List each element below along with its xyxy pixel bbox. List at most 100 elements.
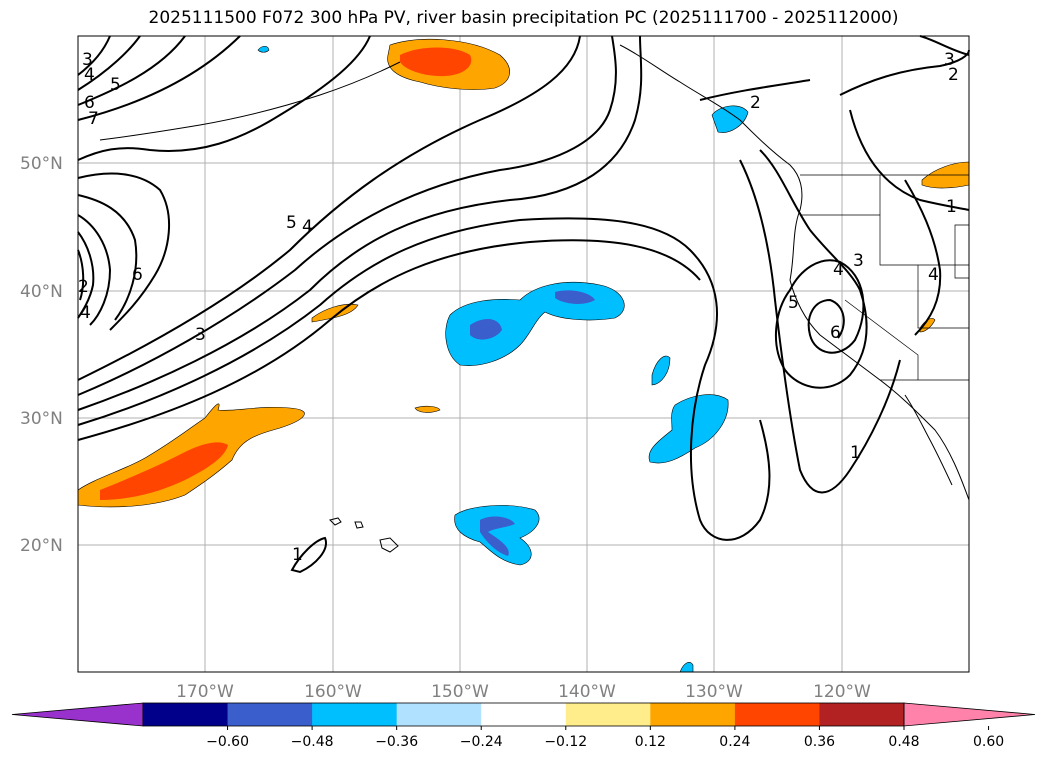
colorbar-segment <box>734 703 820 726</box>
positive-region-small-2 <box>414 405 441 413</box>
positive-region-small-1 <box>311 303 359 323</box>
lon-label: 160°W <box>304 682 362 702</box>
negative-region-south <box>454 505 540 566</box>
precip-negative-regions <box>257 45 749 673</box>
contour-label: 3 <box>944 50 955 70</box>
lon-label: 140°W <box>558 682 616 702</box>
contour-label: 4 <box>833 260 844 280</box>
contour-line <box>904 179 942 336</box>
contour-line <box>77 35 371 161</box>
contour-label: 2 <box>78 277 89 297</box>
colorbar <box>11 702 1036 727</box>
contour-line <box>77 194 138 321</box>
contour-line <box>290 536 327 574</box>
contour-line <box>77 35 643 411</box>
contour-label: 2 <box>948 65 959 85</box>
lat-label: 40°N <box>20 282 63 302</box>
colorbar-tick-label: −0.24 <box>460 734 503 750</box>
lon-label: 150°W <box>431 682 489 702</box>
colorbar-segment <box>565 703 651 726</box>
negative-region-south-core <box>480 516 515 556</box>
contour-line <box>77 249 85 301</box>
contour-label: 4 <box>84 65 95 85</box>
contour-line <box>77 35 617 396</box>
contour-label: 3 <box>853 251 864 271</box>
colorbar-segment <box>481 703 567 726</box>
contour-line <box>839 49 970 96</box>
contour-label: 1 <box>292 545 303 565</box>
contour-label: 7 <box>88 109 99 129</box>
map-background <box>78 36 969 672</box>
coastline-aleutians <box>99 61 401 141</box>
colorbar-segment <box>143 703 229 726</box>
colorbar-tick-label: 0.48 <box>888 734 919 750</box>
contour-label: 1 <box>850 443 861 463</box>
contour-line <box>77 217 771 541</box>
contour-line <box>77 172 171 331</box>
colorbar-tick-label: 0.12 <box>635 734 666 750</box>
contour-label: 1 <box>946 197 957 217</box>
colorbar-segment <box>227 703 313 726</box>
contour-label: 6 <box>132 265 143 285</box>
precip-positive-regions <box>77 38 970 508</box>
lat-label: 20°N <box>20 536 63 556</box>
lat-label: 30°N <box>20 409 63 429</box>
negative-region-center-core-2 <box>555 290 595 304</box>
contour-label: 3 <box>195 325 206 345</box>
contour-label: 5 <box>788 293 799 313</box>
colorbar-tick-label: 0.60 <box>973 734 1004 750</box>
colorbar-tick-label: 0.36 <box>804 734 835 750</box>
negative-region-tiny <box>679 662 694 673</box>
lon-label: 120°W <box>813 682 871 702</box>
contour-line <box>77 35 111 76</box>
contour-line <box>77 35 186 106</box>
map-title: 2025111500 F072 300 hPa PV, river basin … <box>148 8 899 28</box>
contour-label: 6 <box>84 93 95 113</box>
contour-label: 5 <box>286 213 297 233</box>
contour-line <box>919 35 970 56</box>
longitude-labels: 170°W 160°W 150°W 140°W 130°W 120°W <box>176 682 871 702</box>
colorbar-tick-label: −0.12 <box>544 734 587 750</box>
colorbar-outline <box>142 702 905 727</box>
positive-region-north-core <box>400 47 472 77</box>
contour-labels: 3 4 5 6 7 3 2 2 1 5 4 3 6 4 2 3 4 5 6 1 … <box>78 50 959 565</box>
colorbar-segment <box>396 703 482 726</box>
contour-line <box>739 159 901 494</box>
contour-label: 4 <box>80 303 91 323</box>
negative-region-east <box>648 394 729 464</box>
contour-line <box>77 231 95 319</box>
contour-line <box>77 35 581 381</box>
contour-label: 5 <box>110 75 121 95</box>
pv-contours <box>77 35 970 574</box>
lon-label: 130°W <box>685 682 743 702</box>
coastlines <box>99 44 970 553</box>
contour-line <box>77 239 701 441</box>
contour-line <box>77 35 141 91</box>
lon-label: 170°W <box>176 682 234 702</box>
negative-region-small-1 <box>651 355 671 386</box>
lat-label: 50°N <box>20 154 63 174</box>
coastline-baja <box>904 394 953 486</box>
colorbar-tick-label: −0.36 <box>375 734 418 750</box>
contour-line <box>759 149 868 389</box>
colorbar-segment <box>312 703 398 726</box>
latitude-labels: 50°N 40°N 30°N 20°N <box>20 154 63 556</box>
map-frame <box>77 35 970 673</box>
colorbar-tick-label: 0.24 <box>719 734 750 750</box>
contour-label: 2 <box>750 93 761 113</box>
contour-label: 4 <box>302 217 313 237</box>
contour-line <box>699 79 811 101</box>
contour-line <box>77 35 241 121</box>
negative-region-dot <box>257 45 270 53</box>
contour-label: 4 <box>928 265 939 285</box>
contour-label: 6 <box>830 323 841 343</box>
negative-region-center-core <box>470 318 502 340</box>
colorbar-segment <box>650 703 736 726</box>
contour-line <box>849 109 970 211</box>
contour-line <box>77 214 112 326</box>
colorbar-extend-low <box>11 702 144 727</box>
colorbar-tick-label: −0.60 <box>206 734 249 750</box>
colorbar-extend-high <box>903 702 1036 727</box>
colorbar-segment <box>819 703 905 726</box>
